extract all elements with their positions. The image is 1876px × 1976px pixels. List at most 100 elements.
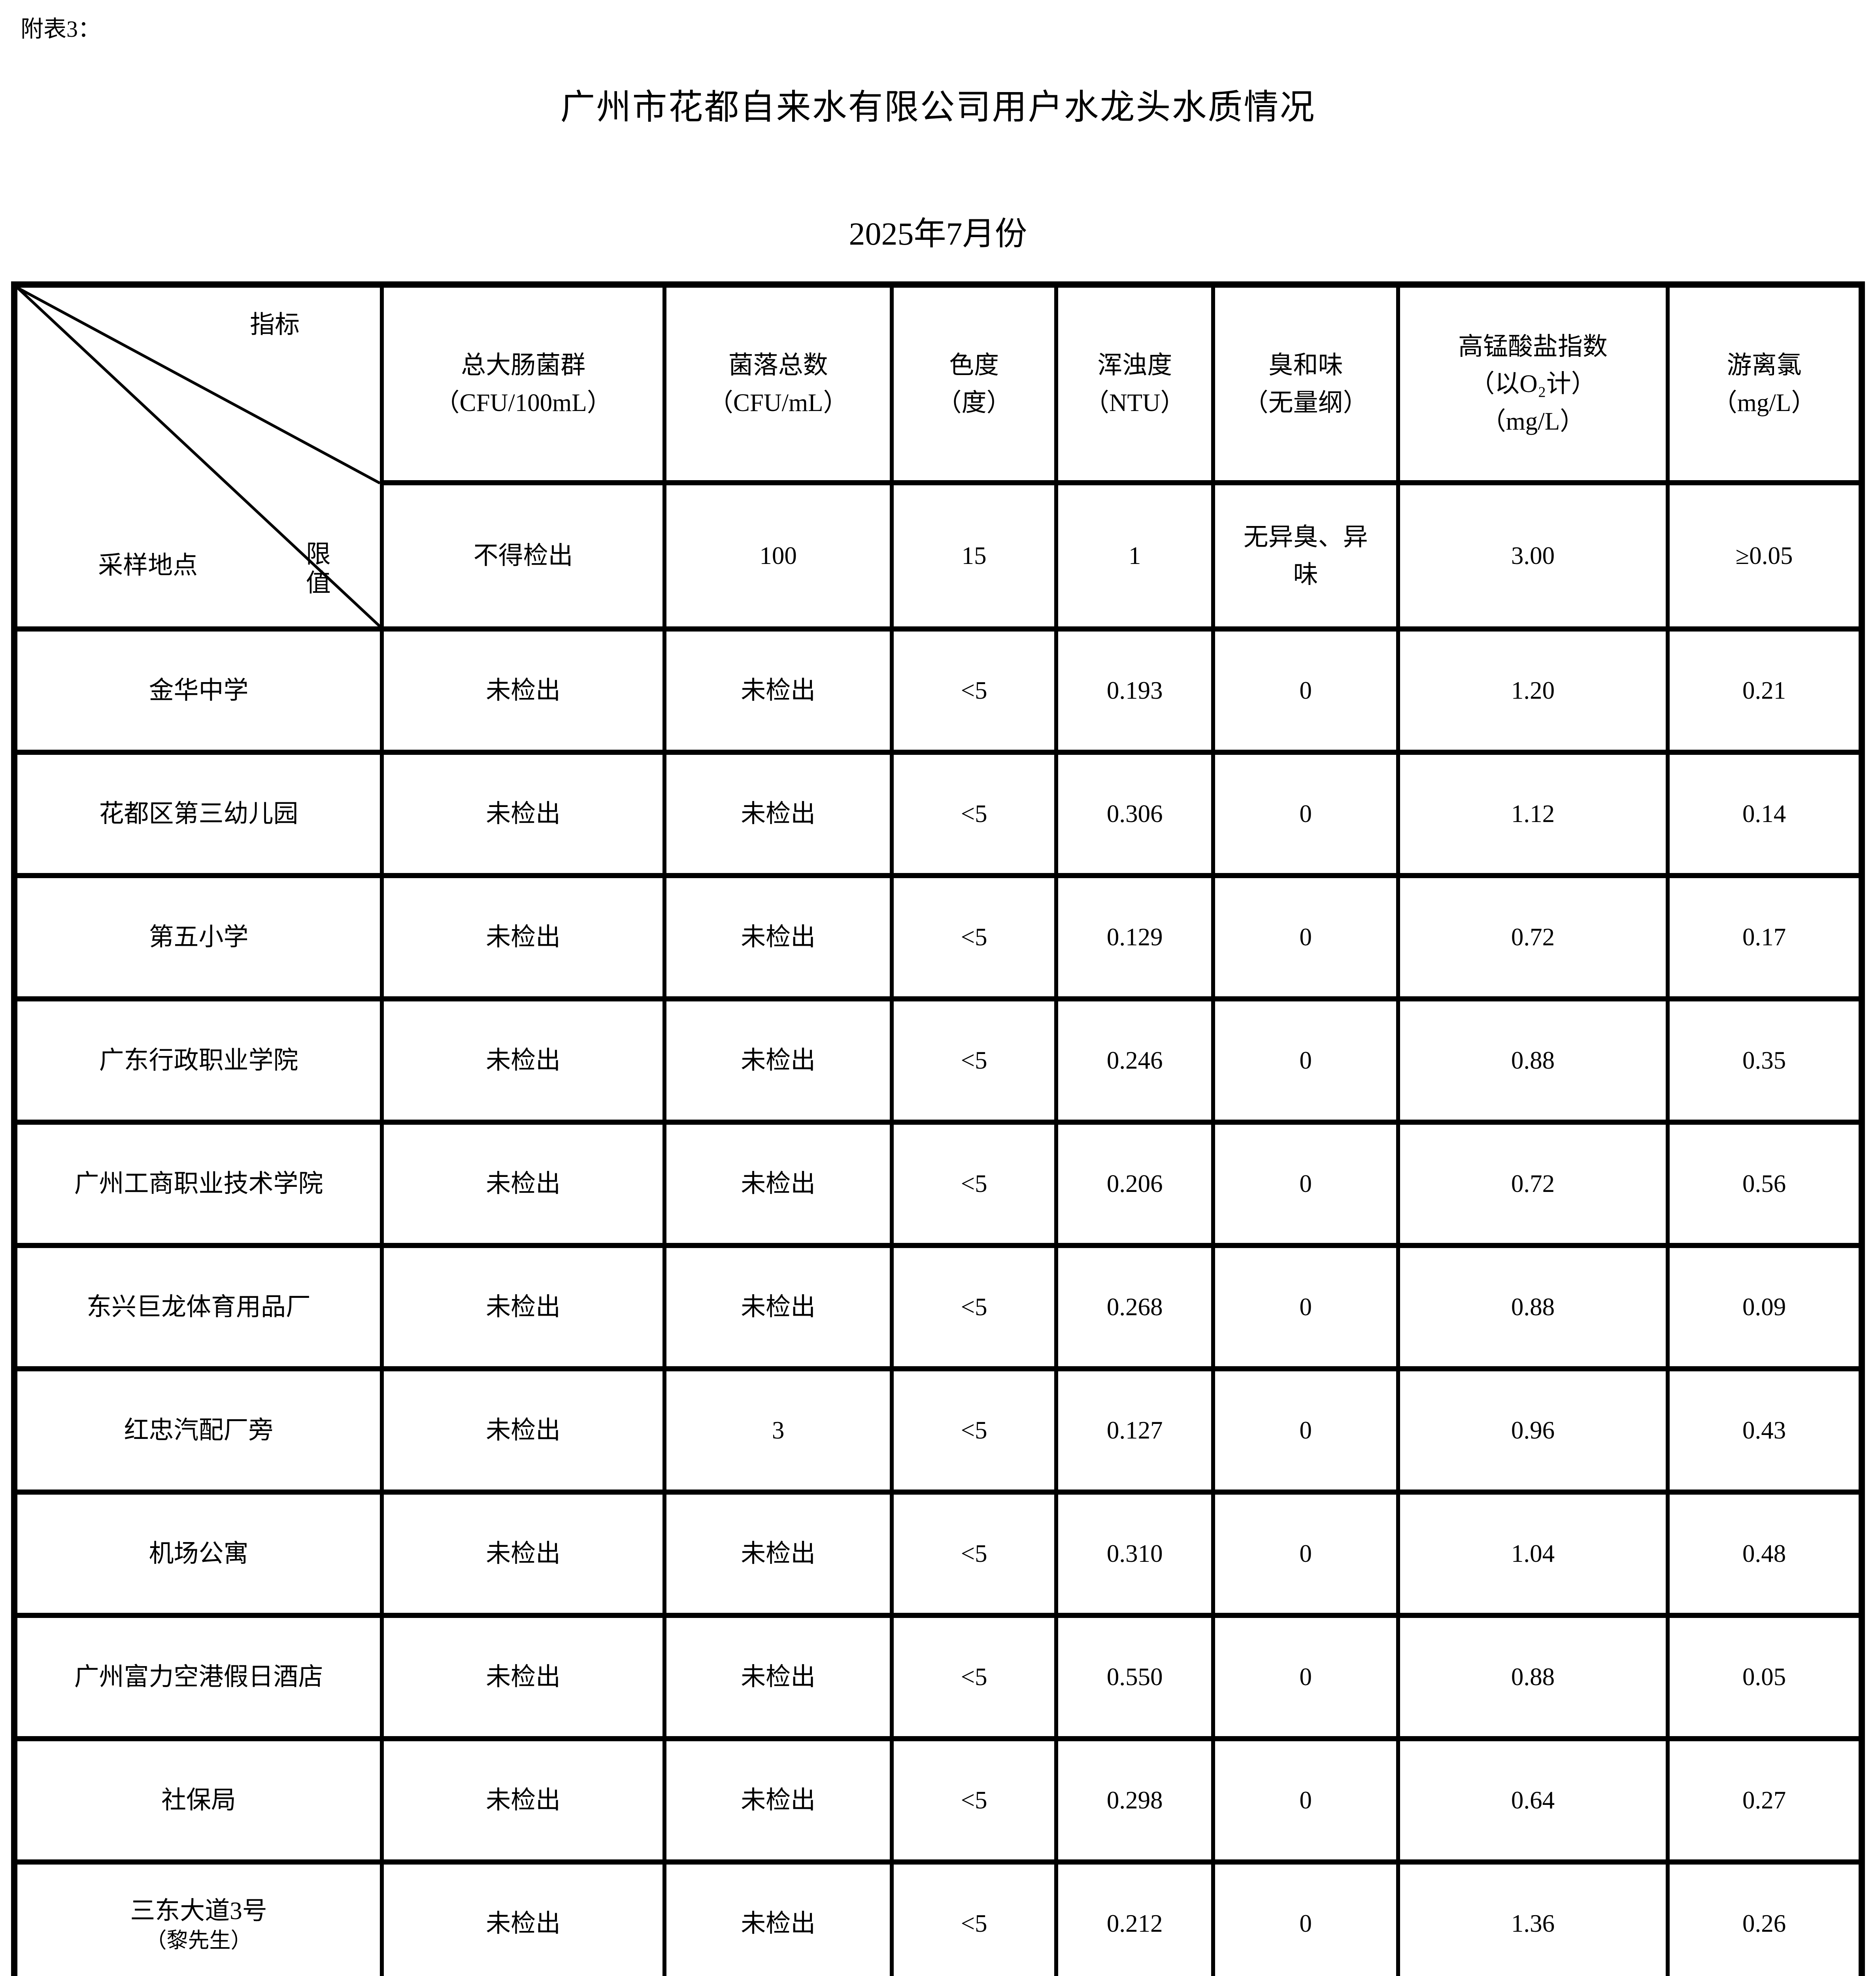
column-name: 高锰酸盐指数 <box>1458 332 1608 360</box>
value-cell: 1.12 <box>1396 750 1670 878</box>
value-cell: 1.04 <box>1396 1490 1670 1618</box>
column-name: 浑浊度 <box>1097 351 1172 379</box>
location-text: 第五小学 <box>149 923 249 951</box>
limit-cell-free-chlorine: ≥0.05 <box>1666 480 1864 632</box>
table-row: 红忠汽配厂旁 未检出 3 <5 0.127 0 0.96 0.43 <box>12 1366 1864 1495</box>
value-cell: 未检出 <box>380 873 667 1001</box>
page-title: 广州市花都自来水有限公司用户水龙头水质情况 <box>560 89 1316 127</box>
value-cell: 未检出 <box>662 996 894 1125</box>
value-cell: 0.72 <box>1396 1120 1670 1248</box>
value-cell: 3 <box>662 1366 894 1495</box>
value-cell: 未检出 <box>380 996 667 1125</box>
limit-cell-turbidity: 1 <box>1054 480 1215 632</box>
location-subtext: （黎先生） <box>145 1928 252 1952</box>
page-subtitle: 2025年7月份 <box>849 216 1027 252</box>
value-cell: <5 <box>890 1366 1059 1495</box>
corner-location-label: 采样地点 <box>98 551 198 579</box>
value-cell: 0.21 <box>1666 626 1864 755</box>
value-cell: 未检出 <box>662 873 894 1001</box>
limit-line2: 味 <box>1293 560 1318 588</box>
location-cell: 花都区第三幼儿园 <box>12 750 384 878</box>
location-text: 红忠汽配厂旁 <box>124 1416 274 1444</box>
location-cell: 东兴巨龙体育用品厂 <box>12 1243 384 1371</box>
limit-cell-permanganate-index: 3.00 <box>1396 480 1670 632</box>
location-cell: 金华中学 <box>12 626 384 755</box>
location-text: 社保局 <box>161 1786 236 1814</box>
value-cell: <5 <box>890 1243 1059 1371</box>
value-cell: 0 <box>1211 1613 1400 1741</box>
value-cell: 未检出 <box>662 1120 894 1248</box>
table-row: 花都区第三幼儿园 未检出 未检出 <5 0.306 0 1.12 0.14 <box>12 750 1864 878</box>
column-unit: （CFU/100mL） <box>434 388 612 417</box>
value-cell: 未检出 <box>380 750 667 878</box>
limit-cell-odor: 无异臭、异 味 <box>1211 480 1400 632</box>
value-cell: 0.27 <box>1666 1736 1864 1865</box>
location-text: 花都区第三幼儿园 <box>99 799 298 828</box>
value-cell: 0.306 <box>1054 750 1215 878</box>
column-unit: （无量纲） <box>1243 388 1368 417</box>
limit-row: 不得检出 100 15 1 无异臭、异 味 3.00 ≥0.05 <box>14 480 1864 632</box>
value-cell: 未检出 <box>662 626 894 755</box>
value-cell: 未检出 <box>380 1243 667 1371</box>
location-text: 机场公寓 <box>149 1539 249 1567</box>
value-cell: 0.14 <box>1666 750 1864 878</box>
corner-diagonal-lines <box>17 288 380 626</box>
column-header-free-chlorine: 游离氯 （mg/L） <box>1666 282 1864 485</box>
value-cell: 0.193 <box>1054 626 1215 755</box>
column-unit: （度） <box>936 388 1012 417</box>
value-cell: 0.96 <box>1396 1366 1670 1495</box>
value-cell: 0.246 <box>1054 996 1215 1125</box>
column-name: 菌落总数 <box>728 351 828 379</box>
value-cell: <5 <box>890 873 1059 1001</box>
column-header-total-coliform: 总大肠菌群 （CFU/100mL） <box>380 282 667 485</box>
value-cell: 0 <box>1211 750 1400 878</box>
value-cell: 未检出 <box>380 1120 667 1248</box>
value-cell: <5 <box>890 626 1059 755</box>
location-text: 三东大道3号 <box>130 1897 267 1925</box>
value-cell: 未检出 <box>380 626 667 755</box>
value-cell: 0.35 <box>1666 996 1864 1125</box>
location-cell: 广州富力空港假日酒店 <box>12 1613 384 1741</box>
value-cell: 0 <box>1211 1120 1400 1248</box>
value-cell: 未检出 <box>380 1366 667 1495</box>
location-text: 广东行政职业学院 <box>99 1046 298 1074</box>
column-unit: （以O₂计） <box>1470 370 1596 398</box>
value-cell: <5 <box>890 1736 1059 1865</box>
corner-indicator-label: 指标 <box>250 311 300 339</box>
value-cell: 0.26 <box>1666 1859 1864 1976</box>
value-cell: 未检出 <box>662 1613 894 1741</box>
water-quality-table: 指标 限值 采样地点 总大肠菌群 （CFU/100mL） 菌落总数 （CFU/m… <box>11 281 1865 1976</box>
column-unit: （CFU/mL） <box>708 388 848 417</box>
value-cell: 0.127 <box>1054 1366 1215 1495</box>
value-cell: 1.20 <box>1396 626 1670 755</box>
value-cell: 0.88 <box>1396 1243 1670 1371</box>
location-cell: 社保局 <box>12 1736 384 1865</box>
value-cell: 未检出 <box>380 1490 667 1618</box>
column-unit2: （mg/L） <box>1481 407 1585 435</box>
value-cell: 未检出 <box>380 1859 667 1976</box>
value-cell: 0.17 <box>1666 873 1864 1001</box>
value-cell: 未检出 <box>662 1736 894 1865</box>
table-row: 广东行政职业学院 未检出 未检出 <5 0.246 0 0.88 0.35 <box>12 996 1864 1125</box>
column-header-color: 色度 （度） <box>890 282 1059 485</box>
value-cell: 0.88 <box>1396 996 1670 1125</box>
location-text: 东兴巨龙体育用品厂 <box>87 1293 311 1321</box>
location-text: 广州富力空港假日酒店 <box>74 1663 323 1691</box>
value-cell: 0.212 <box>1054 1859 1215 1976</box>
value-cell: <5 <box>890 1120 1059 1248</box>
value-cell: 0 <box>1211 1490 1400 1618</box>
value-cell: 0.206 <box>1054 1120 1215 1248</box>
value-cell: 0 <box>1211 996 1400 1125</box>
value-cell: 未检出 <box>380 1613 667 1741</box>
value-cell: 未检出 <box>662 1859 894 1976</box>
value-cell: 1.36 <box>1396 1859 1670 1976</box>
attachment-label: 附表3： <box>21 16 101 42</box>
value-cell: 未检出 <box>662 750 894 878</box>
value-cell: 未检出 <box>662 1243 894 1371</box>
value-cell: 0.64 <box>1396 1736 1670 1865</box>
value-cell: <5 <box>890 1613 1059 1741</box>
value-cell: <5 <box>890 996 1059 1125</box>
limit-cell-colony-count: 100 <box>662 480 894 632</box>
column-header-turbidity: 浑浊度 （NTU） <box>1054 282 1215 485</box>
